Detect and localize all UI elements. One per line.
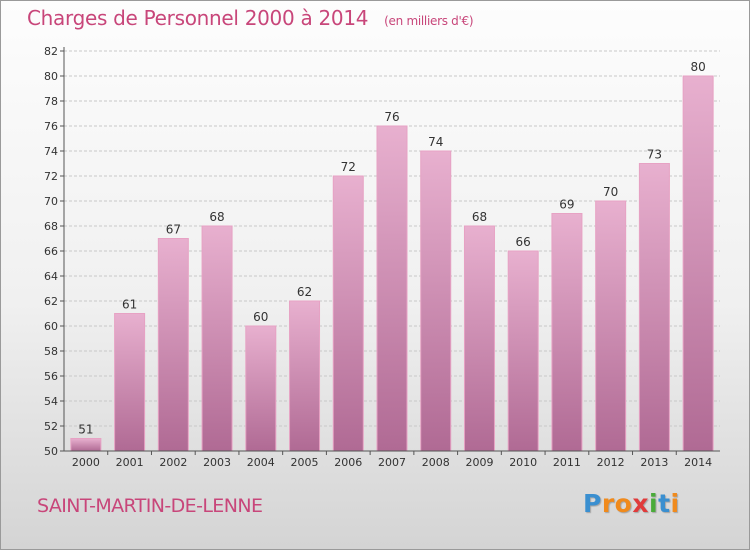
y-tick-label: 76 xyxy=(44,120,58,133)
chart-subtitle: (en milliers d'€) xyxy=(384,14,474,28)
y-tick-label: 52 xyxy=(44,420,58,433)
axes xyxy=(60,47,720,455)
value-label: 67 xyxy=(166,223,181,237)
y-tick-label: 54 xyxy=(44,395,58,408)
y-tick-label: 78 xyxy=(44,95,58,108)
bar xyxy=(201,225,233,452)
bar xyxy=(682,75,714,452)
bar xyxy=(289,300,321,452)
y-tick-label: 72 xyxy=(44,170,58,183)
x-tick-label: 2012 xyxy=(597,456,625,469)
y-tick-label: 64 xyxy=(44,270,58,283)
value-label: 69 xyxy=(559,198,574,212)
x-tick-label: 2010 xyxy=(509,456,537,469)
y-tick-label: 56 xyxy=(44,370,58,383)
x-tick-label: 2011 xyxy=(553,456,581,469)
bar xyxy=(70,438,102,452)
bar xyxy=(595,200,627,452)
bars xyxy=(70,75,714,452)
y-tick-label: 58 xyxy=(44,345,58,358)
logo-letter: t xyxy=(658,489,671,518)
value-label: 60 xyxy=(253,310,268,324)
logo-letter: i xyxy=(649,489,659,518)
logo-letter: i xyxy=(670,489,680,518)
value-label: 80 xyxy=(690,60,705,74)
y-tick-label: 50 xyxy=(44,445,58,458)
value-label: 70 xyxy=(603,185,618,199)
value-label: 66 xyxy=(516,235,531,249)
x-tick-label: 2013 xyxy=(640,456,668,469)
bar xyxy=(332,175,364,452)
value-label: 68 xyxy=(209,210,224,224)
logo-letter: o xyxy=(614,489,633,518)
logo-letter: x xyxy=(632,489,649,518)
y-tick-label: 68 xyxy=(44,220,58,233)
logo-letter: r xyxy=(601,489,615,518)
x-tick-label: 2007 xyxy=(378,456,406,469)
bar xyxy=(245,325,277,452)
value-label: 68 xyxy=(472,210,487,224)
value-label: 72 xyxy=(341,160,356,174)
bar xyxy=(507,250,539,452)
x-tick-label: 2004 xyxy=(247,456,275,469)
bar xyxy=(114,313,146,452)
value-label: 62 xyxy=(297,285,312,299)
chart-title: Charges de Personnel 2000 à 2014 (en mill… xyxy=(27,6,474,30)
y-tick-label: 62 xyxy=(44,295,58,308)
value-label: 73 xyxy=(647,148,662,162)
value-label: 76 xyxy=(384,110,399,124)
x-tick-label: 2000 xyxy=(72,456,100,469)
bar xyxy=(463,225,495,452)
x-tick-label: 2008 xyxy=(422,456,450,469)
value-label: 74 xyxy=(428,135,443,149)
labels: 50 52 54 56 58 60 62 64 66 68 70 72 74 76 78 80 82 51 2000… xyxy=(44,45,712,469)
x-tick-label: 2005 xyxy=(291,456,319,469)
bar xyxy=(551,213,583,452)
location-name: SAINT-MARTIN-DE-LENNE xyxy=(37,495,263,517)
y-tick-label: 66 xyxy=(44,245,58,258)
y-tick-label: 70 xyxy=(44,195,58,208)
chart-title-text: Charges de Personnel 2000 à 2014 xyxy=(27,6,369,30)
x-tick-label: 2006 xyxy=(334,456,362,469)
bar xyxy=(157,238,189,452)
y-tick-label: 60 xyxy=(44,320,58,333)
y-tick-label: 80 xyxy=(44,70,58,83)
y-tick-label: 82 xyxy=(44,45,58,58)
y-tick-label: 74 xyxy=(44,145,58,158)
value-label: 61 xyxy=(122,298,137,312)
logo-letter: P xyxy=(583,489,602,518)
proxiti-logo: Proxiti xyxy=(583,489,680,518)
bar xyxy=(638,163,670,452)
x-tick-label: 2002 xyxy=(159,456,187,469)
bar xyxy=(376,125,408,452)
bar xyxy=(420,150,452,452)
x-tick-label: 2009 xyxy=(465,456,493,469)
x-tick-label: 2001 xyxy=(116,456,144,469)
x-tick-label: 2003 xyxy=(203,456,231,469)
x-tick-label: 2014 xyxy=(684,456,712,469)
value-label: 51 xyxy=(78,423,93,437)
